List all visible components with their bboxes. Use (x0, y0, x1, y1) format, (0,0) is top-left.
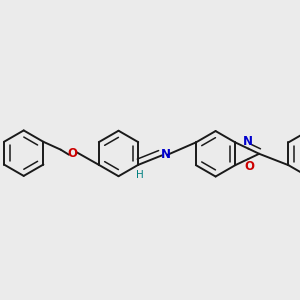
Text: O: O (68, 147, 78, 160)
Text: O: O (244, 160, 254, 173)
Text: N: N (242, 135, 253, 148)
Text: N: N (161, 148, 171, 161)
Text: H: H (136, 170, 144, 180)
